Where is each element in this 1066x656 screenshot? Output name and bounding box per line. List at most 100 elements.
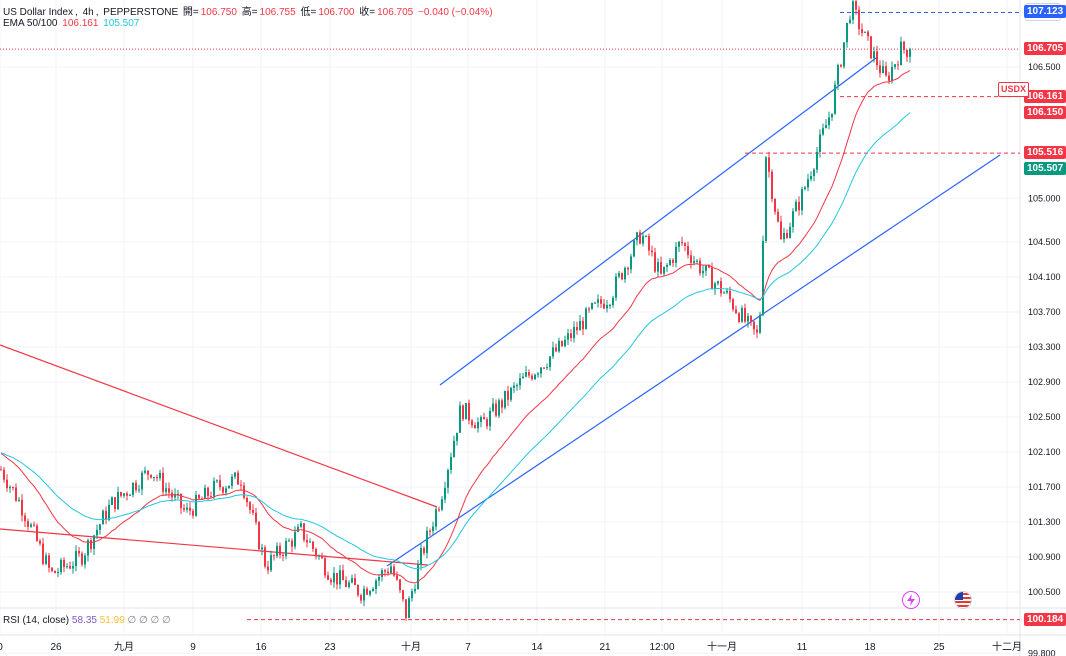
candle-body	[162, 472, 164, 492]
candle-body	[540, 367, 542, 374]
candle-body	[66, 566, 68, 568]
ema100-line	[0, 112, 911, 570]
time-tick-label: 21	[599, 642, 611, 653]
candle-body	[705, 265, 707, 271]
candle-body	[732, 299, 734, 310]
candle-body	[504, 390, 506, 408]
price-tick-label: 102.900	[1028, 377, 1061, 387]
candle-body	[303, 523, 305, 541]
candle-body	[48, 555, 50, 568]
candle-body	[300, 523, 302, 527]
candle-body	[555, 347, 557, 352]
time-tick-label: 11	[797, 642, 808, 653]
candle-body	[840, 65, 842, 67]
symbol-name[interactable]: US Dollar Index	[3, 7, 74, 18]
candle-body	[474, 425, 476, 429]
candle-body	[786, 232, 788, 238]
candle-body	[126, 493, 128, 496]
candle-body	[624, 267, 626, 280]
candle-body	[768, 157, 770, 172]
candle-body	[294, 531, 296, 547]
candle-body	[360, 595, 362, 601]
candle-body	[219, 480, 221, 488]
candle-body	[399, 579, 401, 591]
candle-body	[486, 419, 488, 427]
candle-body	[795, 201, 797, 212]
ema-legend[interactable]: EMA 50/100 106.161 105.507	[3, 18, 141, 29]
candle-body	[588, 308, 590, 310]
candle-body	[372, 588, 374, 591]
us-flag-icon[interactable]	[954, 591, 972, 609]
time-tick-label: 7	[465, 642, 471, 653]
candle-body	[669, 259, 671, 265]
candle-body	[408, 598, 410, 619]
candle-body	[609, 304, 611, 306]
candle-body	[234, 472, 236, 477]
candle-body	[876, 51, 878, 66]
candle-body	[480, 417, 482, 422]
candle-body	[228, 485, 230, 489]
candle-body	[498, 400, 500, 416]
candle-body	[747, 315, 749, 322]
price-tick-label: 101.300	[1028, 517, 1061, 527]
candle-body	[240, 484, 242, 486]
price-tick-label: 99.800	[1028, 648, 1056, 656]
candle-body	[681, 241, 683, 244]
candle-body	[552, 347, 554, 357]
low-value: 106.700	[318, 7, 355, 18]
candle-body	[312, 541, 314, 549]
price-tick-label: 103.700	[1028, 307, 1061, 317]
candle-body	[852, 1, 854, 20]
candle-body	[195, 495, 197, 516]
candle-body	[579, 320, 581, 331]
lightning-icon[interactable]	[902, 591, 920, 609]
candle-body	[888, 75, 890, 81]
candle-body	[339, 570, 341, 585]
candle-body	[375, 580, 377, 589]
candle-body	[81, 553, 83, 565]
candle-body	[123, 493, 125, 496]
candle-body	[213, 480, 215, 497]
price-tag: 106.705	[1024, 42, 1066, 56]
candle-body	[144, 470, 146, 473]
time-tick-label: 九月	[114, 641, 134, 653]
candle-body	[708, 265, 710, 268]
candle-body	[222, 487, 224, 493]
candle-body	[594, 302, 596, 304]
candle-body	[366, 588, 368, 595]
candle-body	[855, 1, 857, 10]
candle-body	[273, 555, 275, 557]
candle-body	[621, 273, 623, 280]
candle-body	[420, 548, 422, 565]
time-tick-label: 十一月	[707, 640, 737, 653]
candle-body	[345, 580, 347, 587]
time-tick-label: 十二月	[992, 640, 1022, 653]
candle-body	[798, 201, 800, 211]
timeframe[interactable]: 4h	[82, 7, 94, 18]
price-tick-label: 104.500	[1028, 237, 1061, 247]
candle-body	[564, 339, 566, 347]
time-tick-label: 23	[324, 642, 336, 653]
candle-body	[120, 492, 122, 496]
candle-body	[702, 270, 704, 274]
rsi-legend[interactable]: RSI (14, close) 58.35 51.99 ∅ ∅ ∅ ∅	[3, 615, 171, 626]
rsi-label: RSI (14, close)	[3, 615, 70, 626]
candle-body	[729, 290, 731, 300]
candle-body	[87, 540, 89, 556]
change-value: −0.040 (−0.04%)	[418, 7, 493, 18]
candle-body	[405, 599, 407, 619]
close-label: 收=	[359, 7, 376, 18]
candle-body	[291, 540, 293, 547]
candle-body	[432, 526, 434, 532]
candle-body	[657, 262, 659, 272]
candle-body	[444, 487, 446, 500]
candle-body	[417, 564, 419, 590]
candle-body	[210, 496, 212, 498]
candle-body	[696, 260, 698, 262]
candle-body	[699, 260, 701, 274]
candle-body	[792, 211, 794, 227]
candle-body	[870, 36, 872, 59]
candle-body	[0, 469, 2, 471]
